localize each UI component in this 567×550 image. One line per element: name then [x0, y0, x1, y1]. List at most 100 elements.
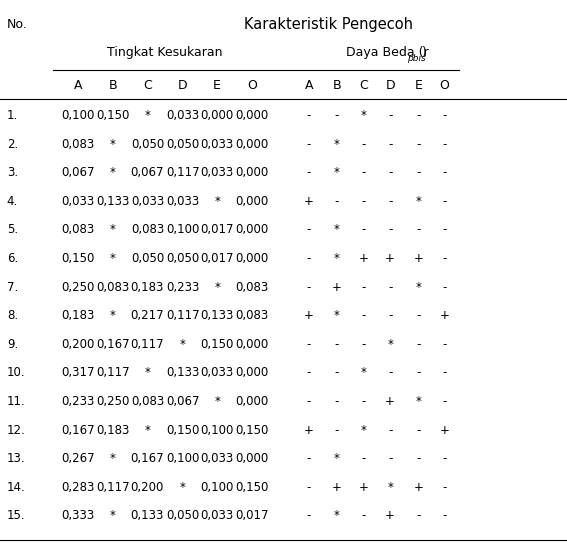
Text: *: * — [214, 280, 220, 294]
Text: -: - — [416, 223, 421, 236]
Text: 1.: 1. — [7, 109, 18, 122]
Text: *: * — [145, 366, 150, 379]
Text: +: + — [304, 195, 314, 208]
Text: 0,000: 0,000 — [235, 395, 268, 408]
Text: 8.: 8. — [7, 309, 18, 322]
Text: -: - — [307, 166, 311, 179]
Text: -: - — [307, 509, 311, 522]
Text: -: - — [388, 166, 392, 179]
Text: *: * — [214, 395, 220, 408]
Text: -: - — [388, 109, 392, 122]
Text: 0,167: 0,167 — [61, 424, 95, 437]
Text: +: + — [332, 280, 342, 294]
Text: 0,167: 0,167 — [96, 338, 130, 351]
Text: -: - — [442, 366, 447, 379]
Text: -: - — [388, 223, 392, 236]
Text: 13.: 13. — [7, 452, 26, 465]
Text: 0,000: 0,000 — [235, 252, 268, 265]
Text: *: * — [334, 309, 340, 322]
Text: -: - — [307, 280, 311, 294]
Text: *: * — [110, 166, 116, 179]
Text: 0,033: 0,033 — [166, 109, 199, 122]
Text: -: - — [442, 195, 447, 208]
Text: 9.: 9. — [7, 338, 18, 351]
Text: 0,150: 0,150 — [62, 252, 95, 265]
Text: 0,000: 0,000 — [235, 452, 268, 465]
Text: *: * — [145, 424, 150, 437]
Text: *: * — [361, 366, 366, 379]
Text: 0,117: 0,117 — [166, 166, 200, 179]
Text: 0,067: 0,067 — [130, 166, 164, 179]
Text: 0,000: 0,000 — [235, 223, 268, 236]
Text: 0,283: 0,283 — [62, 481, 95, 494]
Text: *: * — [334, 166, 340, 179]
Text: -: - — [361, 166, 366, 179]
Text: -: - — [416, 509, 421, 522]
Text: 0,133: 0,133 — [96, 195, 129, 208]
Text: +: + — [413, 481, 424, 494]
Text: -: - — [307, 338, 311, 351]
Text: -: - — [442, 252, 447, 265]
Text: 0,033: 0,033 — [201, 166, 234, 179]
Text: -: - — [335, 109, 339, 122]
Text: -: - — [442, 138, 447, 151]
Text: *: * — [387, 338, 393, 351]
Text: 4.: 4. — [7, 195, 18, 208]
Text: 0,150: 0,150 — [166, 424, 199, 437]
Text: Karakteristik Pengecoh: Karakteristik Pengecoh — [244, 17, 413, 32]
Text: 10.: 10. — [7, 366, 26, 379]
Text: -: - — [361, 395, 366, 408]
Text: -: - — [416, 109, 421, 122]
Text: 0,083: 0,083 — [62, 223, 95, 236]
Text: No.: No. — [7, 18, 28, 31]
Text: 0,150: 0,150 — [235, 481, 268, 494]
Text: 0,183: 0,183 — [96, 424, 129, 437]
Text: 0,033: 0,033 — [201, 366, 234, 379]
Text: -: - — [307, 138, 311, 151]
Text: 0,100: 0,100 — [166, 452, 199, 465]
Text: 0,183: 0,183 — [131, 280, 164, 294]
Text: 0,033: 0,033 — [131, 195, 164, 208]
Text: 0,017: 0,017 — [235, 509, 269, 522]
Text: *: * — [334, 452, 340, 465]
Text: +: + — [413, 252, 424, 265]
Text: 0,050: 0,050 — [166, 252, 199, 265]
Text: *: * — [110, 509, 116, 522]
Text: 0,117: 0,117 — [96, 481, 130, 494]
Text: *: * — [416, 280, 421, 294]
Text: C: C — [359, 79, 368, 92]
Text: 0,150: 0,150 — [235, 424, 268, 437]
Text: *: * — [180, 338, 185, 351]
Text: +: + — [385, 509, 395, 522]
Text: -: - — [416, 338, 421, 351]
Text: -: - — [416, 309, 421, 322]
Text: 0,183: 0,183 — [62, 309, 95, 322]
Text: 0,050: 0,050 — [131, 252, 164, 265]
Text: 0,250: 0,250 — [96, 395, 129, 408]
Text: *: * — [110, 252, 116, 265]
Text: -: - — [361, 138, 366, 151]
Text: 0,033: 0,033 — [201, 138, 234, 151]
Text: -: - — [307, 395, 311, 408]
Text: +: + — [385, 395, 395, 408]
Text: *: * — [334, 509, 340, 522]
Text: 0,000: 0,000 — [235, 109, 268, 122]
Text: +: + — [332, 481, 342, 494]
Text: +: + — [439, 424, 450, 437]
Text: 0,250: 0,250 — [62, 280, 95, 294]
Text: -: - — [361, 223, 366, 236]
Text: 0,083: 0,083 — [235, 309, 268, 322]
Text: 0,083: 0,083 — [62, 138, 95, 151]
Text: 0,100: 0,100 — [62, 109, 95, 122]
Text: +: + — [358, 252, 369, 265]
Text: 0,067: 0,067 — [166, 395, 200, 408]
Text: 0,000: 0,000 — [201, 109, 234, 122]
Text: *: * — [416, 195, 421, 208]
Text: 0,150: 0,150 — [96, 109, 129, 122]
Text: -: - — [335, 195, 339, 208]
Text: C: C — [143, 79, 152, 92]
Text: 0,083: 0,083 — [235, 280, 268, 294]
Text: A: A — [74, 79, 82, 92]
Text: O: O — [439, 79, 450, 92]
Text: 0,067: 0,067 — [61, 166, 95, 179]
